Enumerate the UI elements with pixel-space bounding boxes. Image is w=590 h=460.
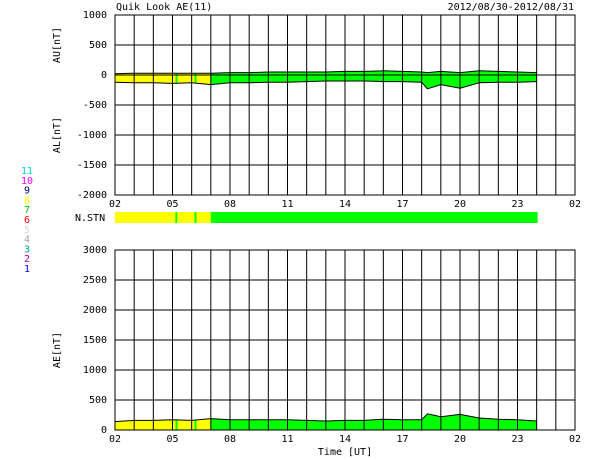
y-axis-label: AL[nT] xyxy=(52,117,63,153)
y-tick-label: 1000 xyxy=(83,10,107,21)
y-tick-label: 0 xyxy=(101,70,107,81)
station-legend-label: 4 xyxy=(24,235,30,246)
x-tick-label: 02 xyxy=(569,199,581,210)
date-range: 2012/08/30-2012/08/31 xyxy=(448,2,574,13)
x-axis-label: Time [UT] xyxy=(318,447,372,458)
y-axis-label: AE[nT] xyxy=(52,332,63,368)
station-legend-label: 1 xyxy=(24,264,30,275)
y-tick-label: 2000 xyxy=(83,305,107,316)
line xyxy=(114,80,537,90)
y-tick-label: 0 xyxy=(101,425,107,436)
n-stn-segment xyxy=(210,212,538,223)
station-legend-label: 2 xyxy=(24,254,30,265)
plot-frame xyxy=(114,249,576,431)
x-tick-label: 02 xyxy=(109,199,121,210)
y-tick-label: 1500 xyxy=(83,335,107,346)
y-tick-label: -2000 xyxy=(77,190,107,201)
x-tick-label: 05 xyxy=(166,434,178,445)
line xyxy=(114,413,537,423)
station-legend-label: 10 xyxy=(21,176,33,187)
station-legend-label: 9 xyxy=(24,186,30,197)
line xyxy=(114,70,537,75)
n-stn-segment xyxy=(115,212,176,223)
x-tick-label: 14 xyxy=(339,199,351,210)
x-tick-label: 02 xyxy=(569,434,581,445)
y-axis-label: AU[nT] xyxy=(52,27,63,63)
x-tick-label: 11 xyxy=(281,434,293,445)
n-stn-segment xyxy=(196,212,211,223)
area xyxy=(115,75,537,89)
x-tick-label: 17 xyxy=(396,199,408,210)
x-tick-label: 11 xyxy=(281,199,293,210)
n-stn-segment xyxy=(177,212,195,223)
station-legend-label: 6 xyxy=(24,215,30,226)
y-tick-label: -500 xyxy=(83,100,107,111)
y-tick-label: -1500 xyxy=(77,160,107,171)
station-legend-label: 11 xyxy=(21,166,33,177)
x-tick-label: 23 xyxy=(511,434,523,445)
x-tick-label: 23 xyxy=(511,199,523,210)
x-tick-label: 14 xyxy=(339,434,351,445)
x-tick-label: 02 xyxy=(109,434,121,445)
x-tick-label: 08 xyxy=(224,434,236,445)
station-legend-label: 7 xyxy=(24,205,30,216)
n-stn-segment xyxy=(194,212,197,223)
station-legend-label: 8 xyxy=(24,195,30,206)
x-tick-label: 17 xyxy=(396,434,408,445)
x-tick-label: 08 xyxy=(224,199,236,210)
y-tick-label: 3000 xyxy=(83,245,107,256)
station-legend-label: 5 xyxy=(24,225,30,236)
y-tick-label: 2500 xyxy=(83,275,107,286)
station-legend-label: 3 xyxy=(24,244,30,255)
y-tick-label: 500 xyxy=(89,395,107,406)
y-tick-label: 1000 xyxy=(83,365,107,376)
n-stn-segment xyxy=(175,212,178,223)
x-tick-label: 20 xyxy=(454,199,466,210)
n-stn-label: N.STN xyxy=(75,213,105,224)
x-tick-label: 20 xyxy=(454,434,466,445)
y-tick-label: -1000 xyxy=(77,130,107,141)
x-tick-label: 05 xyxy=(166,199,178,210)
chart-title: Quik Look AE(11) xyxy=(116,2,212,13)
y-tick-label: 500 xyxy=(89,40,107,51)
plot-frame xyxy=(114,14,576,196)
